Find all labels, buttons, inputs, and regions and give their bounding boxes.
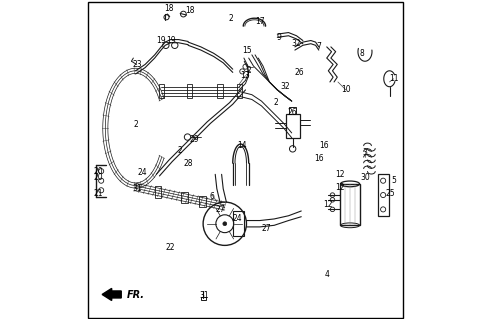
Text: 2: 2 (273, 98, 278, 107)
Text: 14: 14 (238, 141, 247, 150)
Bar (237, 84, 242, 98)
Text: 22: 22 (166, 243, 175, 252)
Text: 4: 4 (325, 270, 329, 279)
Text: 27: 27 (261, 224, 271, 233)
Text: 19: 19 (156, 36, 166, 45)
Text: 23: 23 (133, 60, 142, 69)
Text: 24: 24 (137, 168, 147, 177)
Bar (199, 196, 206, 207)
Text: 5: 5 (391, 176, 396, 185)
Bar (340, 184, 359, 225)
Bar (159, 84, 164, 98)
Bar (201, 297, 206, 300)
Text: 30: 30 (360, 173, 370, 182)
Text: 7: 7 (316, 42, 321, 52)
Bar (286, 114, 300, 138)
Text: FR.: FR. (127, 291, 145, 300)
Text: 9: 9 (276, 33, 281, 42)
Text: 29: 29 (190, 135, 199, 144)
Bar (187, 84, 192, 98)
Text: 15: 15 (242, 45, 252, 55)
Bar (378, 174, 389, 216)
Bar (155, 186, 161, 197)
Bar (233, 211, 244, 236)
Text: 31: 31 (199, 291, 209, 300)
Text: 32: 32 (291, 39, 300, 48)
Text: 11: 11 (389, 74, 398, 83)
Text: 16: 16 (314, 154, 324, 163)
Text: 26: 26 (294, 68, 304, 77)
Text: 21: 21 (94, 189, 103, 198)
FancyArrow shape (102, 288, 121, 300)
Text: 13: 13 (241, 71, 250, 80)
Text: 31: 31 (133, 184, 142, 193)
Text: 20: 20 (93, 167, 103, 176)
Text: 10: 10 (341, 85, 351, 94)
Text: 2: 2 (133, 120, 138, 130)
Text: 19: 19 (166, 36, 175, 45)
Text: 20: 20 (93, 173, 103, 182)
Text: 25: 25 (385, 189, 395, 198)
Text: 2: 2 (178, 146, 183, 155)
Text: 32: 32 (280, 82, 290, 91)
Text: 2: 2 (246, 66, 251, 75)
Text: 8: 8 (359, 49, 364, 58)
Text: 3: 3 (362, 148, 367, 156)
Text: 6: 6 (210, 192, 215, 201)
Text: 17: 17 (255, 17, 265, 26)
Text: 18: 18 (164, 4, 174, 13)
Text: 16: 16 (319, 141, 328, 150)
Bar (182, 192, 188, 203)
Text: 12: 12 (324, 200, 333, 209)
Text: 12: 12 (335, 183, 344, 192)
Text: 18: 18 (185, 6, 194, 15)
Circle shape (223, 222, 227, 226)
Text: 2: 2 (229, 14, 234, 23)
Text: 12: 12 (335, 170, 344, 179)
Bar (290, 108, 296, 114)
Text: 24: 24 (233, 214, 243, 223)
Text: 28: 28 (184, 159, 193, 168)
Text: 27: 27 (215, 205, 225, 214)
Bar (218, 84, 222, 98)
Text: 26: 26 (288, 108, 298, 117)
